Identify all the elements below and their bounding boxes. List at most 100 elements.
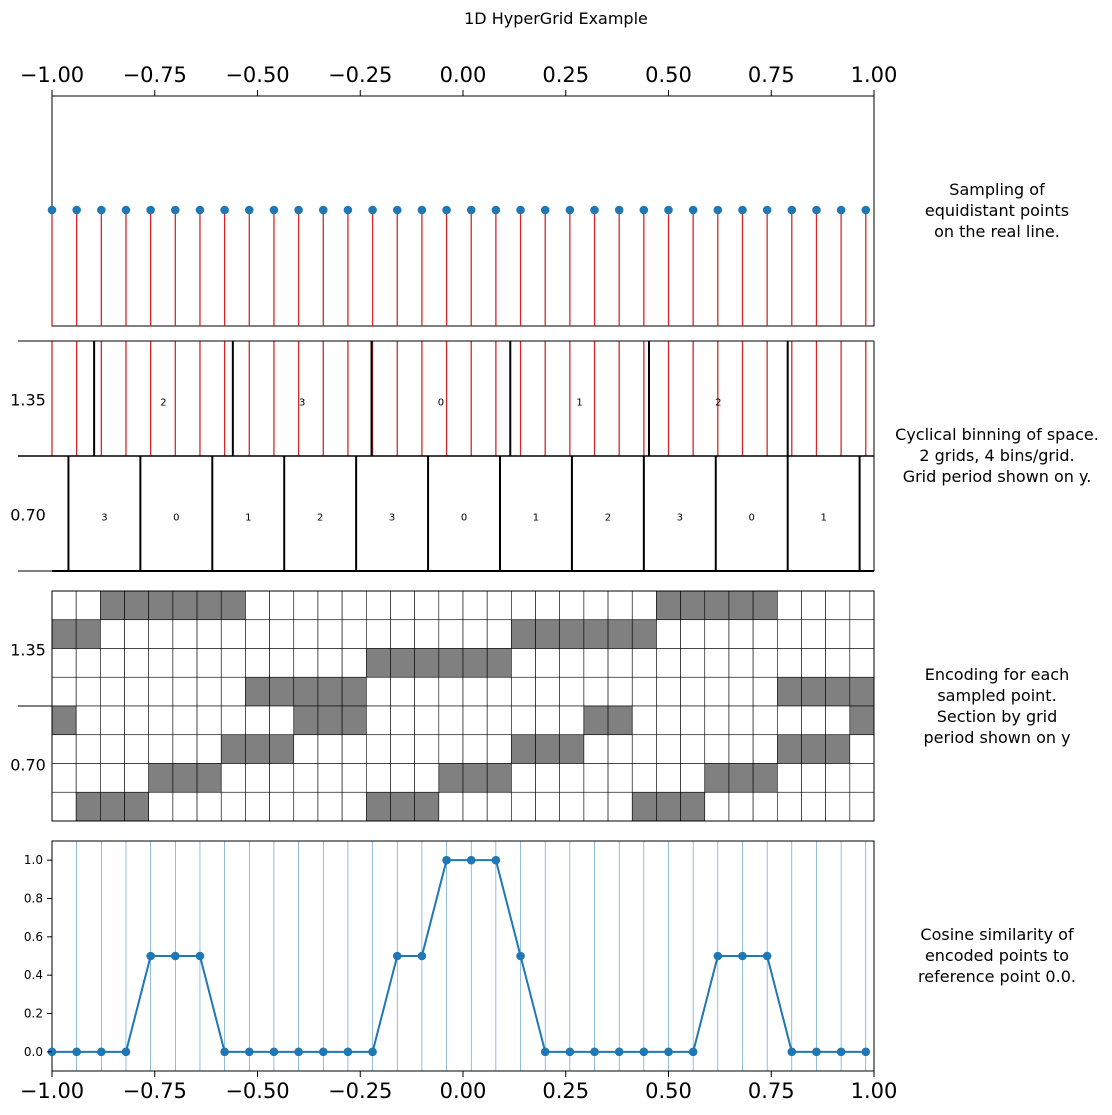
encoding-cell-20-3 — [535, 676, 561, 707]
panel-1-line-1: Sampling of — [949, 180, 1045, 199]
grid-0-bin-label-4: 2 — [715, 398, 721, 409]
encoding-cell-3-0 — [124, 590, 150, 621]
encoding-cell-20-5 — [535, 734, 561, 764]
sample-point-17 — [466, 205, 476, 215]
encoding-cell-15-4 — [414, 705, 440, 736]
encoding-cell-7-7 — [220, 791, 246, 822]
encoding-cell-6-5 — [196, 734, 222, 764]
bottom-x-tick-label-1: −0.75 — [123, 1079, 187, 1103]
bottom-x-tick-label-4: 0.00 — [440, 1079, 487, 1103]
encoding-cell-33-2 — [849, 648, 875, 678]
encoding-cell-8-3 — [245, 676, 270, 707]
top-x-tick-label-3: −0.25 — [328, 63, 392, 87]
encoding-cell-21-1 — [559, 619, 585, 649]
encoding-cell-25-5 — [656, 734, 681, 764]
grid-0-period-label: 1.35 — [10, 391, 46, 410]
encoding-cell-30-2 — [776, 648, 802, 678]
encoding-cell-31-3 — [801, 676, 826, 707]
encoding-cell-2-4 — [100, 705, 125, 736]
similarity-point-20 — [540, 1047, 550, 1057]
encoding-cell-14-3 — [390, 676, 415, 707]
encoding-cell-19-4 — [511, 705, 536, 736]
encoding-cell-10-0 — [293, 590, 319, 621]
similarity-point-18 — [491, 855, 501, 865]
encoding-cell-7-5 — [220, 734, 246, 764]
encoding-cell-6-3 — [196, 676, 222, 707]
encoding-cell-33-1 — [849, 619, 875, 649]
similarity-point-32 — [836, 1047, 846, 1057]
encoding-cell-11-7 — [317, 791, 343, 822]
encoding-cell-15-2 — [414, 648, 440, 678]
encoding-cell-13-4 — [365, 705, 391, 736]
encoding-cell-29-6 — [752, 763, 778, 793]
similarity-point-17 — [466, 855, 476, 865]
sample-point-14 — [392, 205, 402, 215]
similarity-point-27 — [713, 951, 723, 961]
encoding-cell-24-7 — [631, 791, 657, 822]
encoding-cell-10-7 — [293, 791, 319, 822]
encoding-cell-11-4 — [317, 705, 343, 736]
encoding-cell-28-2 — [728, 648, 754, 678]
encoding-cell-1-4 — [75, 705, 101, 736]
encoding-cell-2-5 — [100, 734, 125, 764]
encoding-cell-15-0 — [414, 590, 440, 621]
encoding-cell-4-5 — [148, 734, 174, 764]
encoding-cell-33-6 — [849, 763, 875, 793]
encoding-cell-21-4 — [559, 705, 585, 736]
encoding-cell-26-5 — [680, 734, 706, 764]
encoding-cell-1-7 — [75, 791, 101, 822]
encoding-cell-15-6 — [414, 763, 440, 793]
encoding-cell-5-6 — [172, 763, 198, 793]
similarity-point-23 — [614, 1047, 624, 1057]
similarity-point-12 — [343, 1047, 353, 1057]
panel-2-line-1: Cyclical binning of space. — [895, 425, 1099, 444]
encoding-cell-29-3 — [752, 676, 778, 707]
encoding-cell-33-7 — [849, 791, 875, 822]
encoding-cell-18-2 — [486, 648, 512, 678]
encoding-cell-32-6 — [825, 763, 851, 793]
encoding-cell-3-7 — [124, 791, 150, 822]
similarity-y-tick-label-1: 0.2 — [24, 1007, 43, 1021]
encoding-cell-22-7 — [583, 791, 609, 822]
encoding-cell-10-4 — [293, 705, 319, 736]
encoding-cell-1-5 — [75, 734, 101, 764]
encoding-cell-10-1 — [293, 619, 319, 649]
encoding-cell-4-2 — [148, 648, 174, 678]
sample-point-24 — [639, 205, 649, 215]
grid-1-period-label: 0.70 — [10, 506, 46, 525]
grid-1-bin-label-7: 2 — [605, 513, 611, 524]
encoding-cell-1-6 — [75, 763, 101, 793]
panel-4-line-2: encoded points to — [924, 946, 1070, 965]
encoding-cell-23-4 — [607, 705, 633, 736]
bottom-x-tick-label-6: 0.50 — [645, 1079, 692, 1103]
encoding-cell-31-2 — [801, 648, 826, 678]
encoding-cell-33-5 — [849, 734, 875, 764]
encoding-cell-9-4 — [269, 705, 295, 736]
sample-point-31 — [812, 205, 821, 215]
encoding-cell-19-0 — [511, 590, 536, 621]
sample-point-21 — [565, 205, 575, 215]
grid-0-bin-label-3: 1 — [576, 398, 582, 409]
panel-3-line-4: period shown on y — [923, 728, 1071, 747]
grid-1-bin-label-8: 3 — [677, 513, 683, 524]
similarity-point-25 — [664, 1047, 673, 1057]
encoding-cell-18-6 — [486, 763, 512, 793]
encoding-cell-16-5 — [438, 734, 464, 764]
encoding-cell-24-5 — [631, 734, 657, 764]
encoding-cell-3-1 — [124, 619, 150, 649]
encoding-cell-1-2 — [75, 648, 101, 678]
encoding-cell-22-0 — [583, 590, 609, 621]
top-x-tick-label-0: −1.00 — [20, 63, 84, 87]
encoding-cell-13-1 — [365, 619, 391, 649]
encoding-cell-6-7 — [196, 791, 222, 822]
encoding-cell-6-6 — [196, 763, 222, 793]
encoding-cell-25-3 — [656, 676, 681, 707]
encoding-cell-2-3 — [100, 676, 125, 707]
panel-3-encoding — [18, 590, 875, 822]
encoding-cell-21-7 — [559, 791, 585, 822]
sample-point-23 — [614, 205, 624, 215]
encoding-cell-4-6 — [148, 763, 174, 793]
encoding-cell-15-3 — [414, 676, 440, 707]
encoding-cell-31-7 — [801, 791, 826, 822]
panel-4-similarity — [47, 840, 875, 1077]
